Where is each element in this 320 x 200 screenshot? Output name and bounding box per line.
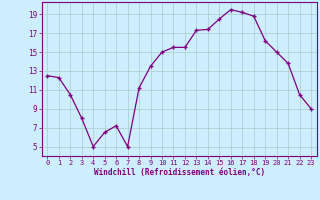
X-axis label: Windchill (Refroidissement éolien,°C): Windchill (Refroidissement éolien,°C) <box>94 168 265 177</box>
